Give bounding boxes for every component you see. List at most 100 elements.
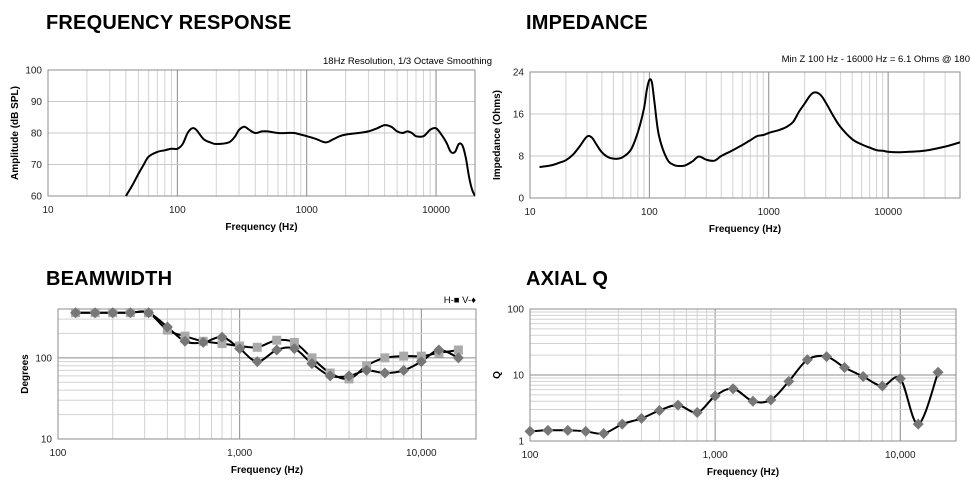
x-axis-label: Frequency (Hz) xyxy=(225,222,297,233)
diamond-marker xyxy=(124,307,136,319)
series-V xyxy=(75,310,459,379)
diamond-marker xyxy=(894,373,906,385)
diamond-marker xyxy=(324,370,336,382)
diamond-marker xyxy=(524,425,536,437)
square-marker xyxy=(380,353,390,363)
diamond-marker xyxy=(343,370,355,382)
y-tick-label: 1 xyxy=(518,437,524,448)
y-tick-label: 60 xyxy=(31,192,43,203)
x-tick-label: 10,000 xyxy=(885,450,916,461)
x-tick-label: 1000 xyxy=(296,205,319,216)
diamond-marker xyxy=(691,407,703,419)
square-marker xyxy=(289,337,299,347)
x-tick-label: 100 xyxy=(522,450,539,461)
y-tick-label: 70 xyxy=(31,160,43,171)
square-marker xyxy=(399,351,409,361)
chart-annotation: 18Hz Resolution, 1/3 Octave Smoothing xyxy=(323,56,492,67)
x-tick-label: 10000 xyxy=(422,205,450,216)
square-marker xyxy=(453,345,463,355)
x-tick-label: 100 xyxy=(169,205,186,216)
diamond-marker xyxy=(616,418,628,430)
grid xyxy=(529,308,957,442)
y-axis-label: Amplitude (dB SPL) xyxy=(10,86,21,180)
diamond-marker xyxy=(747,395,759,407)
diamond-marker xyxy=(876,380,888,392)
diamond-marker xyxy=(271,344,283,356)
y-tick-label: 90 xyxy=(31,97,43,108)
diamond-marker xyxy=(306,358,318,370)
beamwidth-title: BEAMWIDTH xyxy=(46,268,173,290)
plot-frame xyxy=(47,69,476,197)
x-axis-label: Frequency (Hz) xyxy=(709,224,781,235)
diamond-marker xyxy=(562,424,574,436)
diamond-marker xyxy=(379,367,391,379)
x-tick-label: 10 xyxy=(42,205,54,216)
square-marker xyxy=(307,353,317,363)
diamond-marker xyxy=(580,425,592,437)
y-tick-label: 8 xyxy=(518,152,524,163)
diamond-marker xyxy=(197,336,209,348)
diamond-marker xyxy=(398,364,410,376)
diamond-marker xyxy=(234,343,246,355)
diamond-marker xyxy=(70,307,82,319)
y-tick-label: 16 xyxy=(513,110,525,121)
x-tick-label: 10000 xyxy=(874,207,902,218)
x-axis-label: Frequency (Hz) xyxy=(231,465,303,476)
diamond-marker xyxy=(932,366,944,378)
square-marker xyxy=(272,335,282,345)
x-tick-label: 10,000 xyxy=(406,448,437,459)
diamond-marker xyxy=(161,321,173,333)
y-tick-label: 10 xyxy=(513,371,525,382)
chart-legend: H-■ V-♦ xyxy=(444,295,476,306)
x-tick-label: 10 xyxy=(524,207,536,218)
diamond-marker xyxy=(783,375,795,387)
diamond-marker xyxy=(415,356,427,368)
y-axis-label: Impedance (Ohms) xyxy=(492,90,503,180)
x-tick-label: 100 xyxy=(641,207,658,218)
plot-frame xyxy=(529,71,961,199)
diamond-marker xyxy=(635,412,647,424)
diamond-marker xyxy=(912,418,924,430)
chart-annotation: Min Z 100 Hz - 16000 Hz = 6.1 Ohms @ 180 xyxy=(782,54,970,65)
plot-frame xyxy=(57,308,477,440)
diamond-marker xyxy=(143,307,155,319)
diamond-marker xyxy=(179,335,191,347)
diamond-marker xyxy=(765,394,777,406)
series-line xyxy=(125,124,475,197)
y-tick-label: 100 xyxy=(35,353,52,364)
x-tick-label: 1,000 xyxy=(227,448,252,459)
diamond-marker xyxy=(433,344,445,356)
x-tick-label: 1,000 xyxy=(703,450,728,461)
diamond-marker xyxy=(801,354,813,366)
y-axis-label: Degrees xyxy=(20,354,31,394)
x-tick-label: 100 xyxy=(50,448,67,459)
markers-V xyxy=(70,307,464,382)
y-tick-label: 80 xyxy=(31,129,43,140)
diamond-marker xyxy=(727,383,739,395)
diamond-marker xyxy=(452,352,464,364)
impedance-title: IMPEDANCE xyxy=(526,12,648,34)
axial-q-title: AXIAL Q xyxy=(526,268,609,290)
diamond-marker xyxy=(216,331,228,343)
markers-0 xyxy=(524,351,944,439)
diamond-marker xyxy=(598,427,610,439)
y-axis-label: Q xyxy=(492,371,503,379)
x-axis-label: Frequency (Hz) xyxy=(707,467,779,478)
series-0 xyxy=(539,78,960,168)
diamond-marker xyxy=(821,351,833,363)
y-tick-label: 24 xyxy=(513,68,525,79)
diamond-marker xyxy=(251,356,263,368)
series-line xyxy=(539,78,960,168)
diamond-marker xyxy=(361,364,373,376)
y-tick-label: 10 xyxy=(41,435,53,446)
square-marker xyxy=(217,339,227,349)
diamond-marker xyxy=(839,361,851,373)
diamond-marker xyxy=(857,370,869,382)
frequency-response-title: FREQUENCY RESPONSE xyxy=(46,12,292,34)
y-tick-label: 0 xyxy=(518,194,524,205)
diamond-marker xyxy=(288,343,300,355)
